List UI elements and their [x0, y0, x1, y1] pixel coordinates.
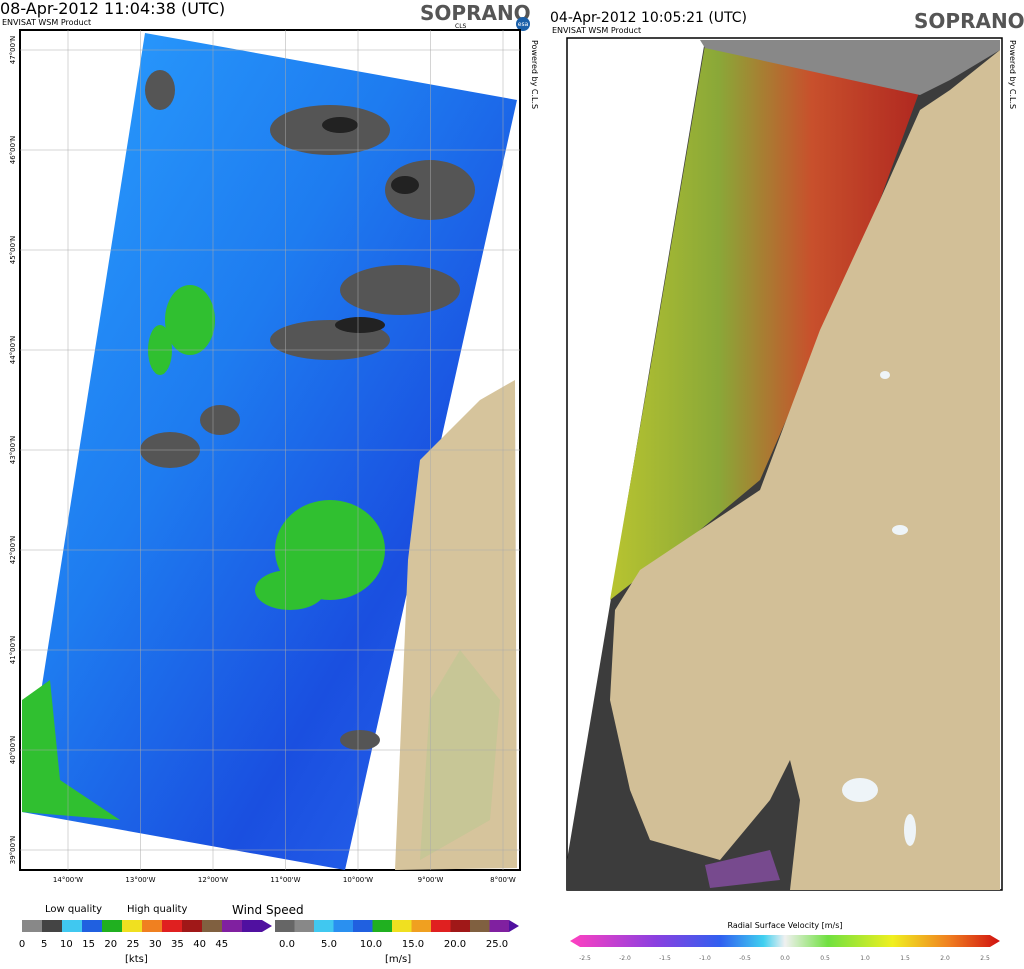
lon-label: 11°00'W [270, 876, 300, 884]
ms-tick: 25.0 [486, 939, 508, 950]
kts-swatch [62, 920, 82, 932]
kts-swatch [242, 920, 262, 932]
ms-swatch [470, 920, 490, 932]
left-credit: Powered by C.L.S [530, 40, 539, 109]
ms-tick: 15.0 [402, 939, 424, 950]
lon-label: 10°00'W [343, 876, 373, 884]
rsv-tick: -2.5 [579, 955, 591, 962]
rsv-tick: 1.5 [900, 955, 910, 962]
esa-badge [516, 17, 530, 31]
kts-swatch [162, 920, 182, 932]
right-product: ENVISAT WSM Product [552, 26, 641, 35]
lat-label: 43°00'N [9, 436, 17, 464]
left-logo-sub: CLS [455, 23, 467, 30]
ms-swatch [353, 920, 373, 932]
legend-wind-speed: Wind Speed [232, 903, 304, 917]
rsv-tick: 0.0 [780, 955, 790, 962]
lat-label: 47°00'N [9, 36, 17, 64]
kts-tick: 25 [127, 939, 140, 950]
lat-label: 44°00'N [9, 336, 17, 364]
wind-swath [22, 33, 517, 870]
ms-swatch [450, 920, 470, 932]
kts-arrow [262, 920, 272, 932]
ms-tick: 20.0 [444, 939, 466, 950]
rsv-tick: 2.5 [980, 955, 990, 962]
kts-swatch [222, 920, 242, 932]
rsv-tick: -2.0 [619, 955, 631, 962]
rsv-colorbar [570, 935, 1000, 947]
lon-label: 9°00'W [418, 876, 444, 884]
kts-tick: 20 [104, 939, 117, 950]
kts-swatch [22, 920, 42, 932]
left-title: 08-Apr-2012 11:04:38 (UTC) [0, 0, 225, 18]
kts-tick: 10 [60, 939, 73, 950]
lon-label: 8°00'W [490, 876, 516, 884]
ms-tick: 0.0 [279, 939, 295, 950]
lon-label: 13°00'W [125, 876, 155, 884]
rsv-tick: 0.5 [820, 955, 830, 962]
legend-high-quality: High quality [127, 904, 187, 915]
rsv-tick: 1.0 [860, 955, 870, 962]
kts-tick: 0 [19, 939, 25, 950]
kts-tick: 35 [171, 939, 184, 950]
ms-swatch [372, 920, 392, 932]
ms-swatch [333, 920, 353, 932]
kts-tick: 40 [193, 939, 206, 950]
dark-patches [322, 117, 419, 333]
lat-label: 42°00'N [9, 536, 17, 564]
lat-label: 45°00'N [9, 236, 17, 264]
lat-label: 46°00'N [9, 136, 17, 164]
high-wind-patches [22, 285, 385, 820]
velocity-field [610, 45, 920, 600]
kts-swatch [202, 920, 222, 932]
kts-swatch [82, 920, 102, 932]
ms-swatch [431, 920, 451, 932]
right-logo: SOPRANO [914, 9, 1024, 33]
ms-swatch [392, 920, 412, 932]
rsv-tick: -1.5 [659, 955, 671, 962]
left-logo-esa: esa [518, 21, 529, 28]
kts-swatch [182, 920, 202, 932]
lat-label: 40°00'N [9, 736, 17, 764]
left-product: ENVISAT WSM Product [2, 18, 91, 27]
ms-tick: 10.0 [360, 939, 382, 950]
kts-tick: 5 [41, 939, 47, 950]
lon-label: 14°00'W [53, 876, 83, 884]
lat-label: 39°00'N [9, 836, 17, 864]
kts-swatch [42, 920, 62, 932]
lakes [842, 371, 916, 846]
lon-label: 12°00'W [198, 876, 228, 884]
lat-label: 41°00'N [9, 636, 17, 664]
right-credit: Powered by C.L.S [1008, 40, 1017, 109]
ms-tick: 5.0 [321, 939, 337, 950]
kts-tick: 45 [215, 939, 228, 950]
ms-swatch [314, 920, 334, 932]
right-title: 04-Apr-2012 10:05:21 (UTC) [550, 10, 747, 26]
land-relief [420, 650, 500, 860]
norway-land [610, 50, 1000, 890]
kts-swatch [102, 920, 122, 932]
ms-swatch [489, 920, 509, 932]
kts-tick: 30 [149, 939, 162, 950]
kts-tick: 15 [82, 939, 95, 950]
kts-swatch [142, 920, 162, 932]
kts-unit: [kts] [125, 954, 148, 965]
rsv-tick: 2.0 [940, 955, 950, 962]
swath-edge [700, 40, 1000, 95]
kts-swatch [122, 920, 142, 932]
ms-unit: [m/s] [385, 954, 411, 965]
ms-arrow [509, 920, 519, 932]
rsv-tick: -0.5 [739, 955, 751, 962]
ms-swatch [411, 920, 431, 932]
ms-swatch [275, 920, 295, 932]
skagerrak-patch [705, 850, 780, 888]
rsv-tick: -1.0 [699, 955, 711, 962]
rsv-title: Radial Surface Velocity [m/s] [727, 921, 842, 930]
ms-swatch [294, 920, 314, 932]
left-logo: SOPRANO [420, 1, 531, 25]
legend-low-quality: Low quality [45, 904, 102, 915]
